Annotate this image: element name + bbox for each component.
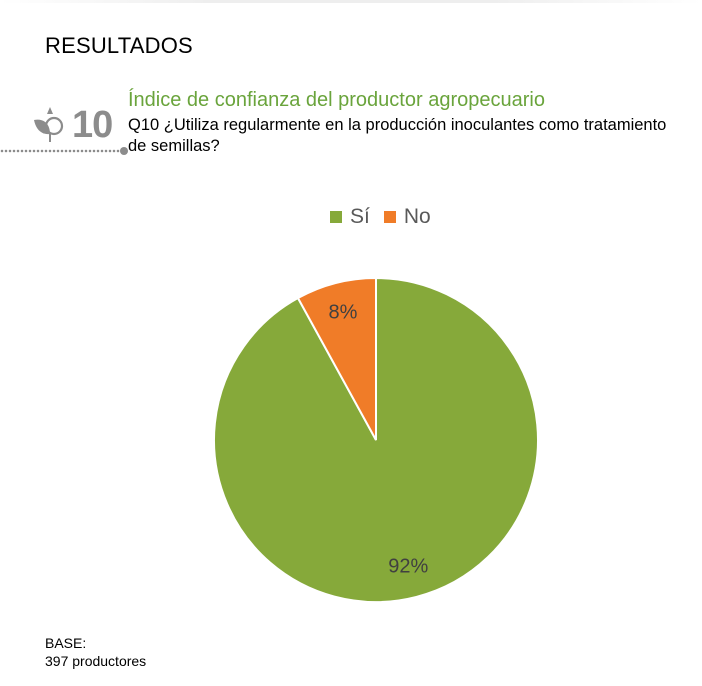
pie-label-no: 8% xyxy=(329,301,358,323)
base-label: BASE: xyxy=(45,635,87,651)
question-badge: 10 xyxy=(0,104,128,156)
legend-item-si: Sí xyxy=(330,205,370,229)
dotted-line xyxy=(0,149,122,153)
pie-label-si: 92% xyxy=(388,556,428,578)
legend-swatch-no xyxy=(383,211,396,223)
base-value: 397 productores xyxy=(45,653,147,669)
page-title: RESULTADOS xyxy=(45,33,193,58)
legend-swatch-si xyxy=(330,211,342,223)
question-number: 10 xyxy=(72,104,113,146)
chart-legend: Sí No xyxy=(330,205,445,229)
top-divider xyxy=(0,0,702,3)
legend-label-si: Sí xyxy=(350,205,370,228)
legend-label-no: No xyxy=(403,205,431,228)
survey-subtitle: Índice de confianza del productor agrope… xyxy=(128,89,545,111)
leaf-icon xyxy=(34,107,64,142)
question-text: Q10 ¿Utiliza regularmente en la producci… xyxy=(128,116,667,155)
dotted-line-end xyxy=(120,147,128,155)
base-note: BASE: 397 productores xyxy=(45,634,146,670)
pie-slice-no xyxy=(296,276,377,441)
legend-item-no: No xyxy=(383,205,431,229)
